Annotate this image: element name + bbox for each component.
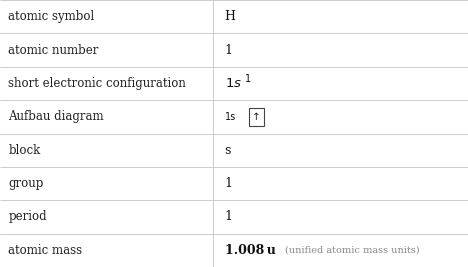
Text: 1: 1 <box>225 44 233 57</box>
Text: atomic symbol: atomic symbol <box>8 10 95 23</box>
Text: 1: 1 <box>225 177 233 190</box>
Text: short electronic configuration: short electronic configuration <box>8 77 186 90</box>
Text: 1: 1 <box>225 210 233 223</box>
Text: 1.008 u: 1.008 u <box>225 244 276 257</box>
Text: $1s$: $1s$ <box>225 77 241 90</box>
Text: atomic mass: atomic mass <box>8 244 82 257</box>
Text: block: block <box>8 144 41 157</box>
Text: Aufbau diagram: Aufbau diagram <box>8 110 104 123</box>
Text: H: H <box>225 10 236 23</box>
Text: 1s: 1s <box>225 112 236 122</box>
Text: atomic number: atomic number <box>8 44 99 57</box>
Text: ↑: ↑ <box>252 112 261 122</box>
Text: s: s <box>225 144 231 157</box>
Text: group: group <box>8 177 44 190</box>
Text: period: period <box>8 210 47 223</box>
Text: $1$: $1$ <box>244 72 251 84</box>
Bar <box>249 108 264 126</box>
Text: (unified atomic mass units): (unified atomic mass units) <box>285 246 420 255</box>
